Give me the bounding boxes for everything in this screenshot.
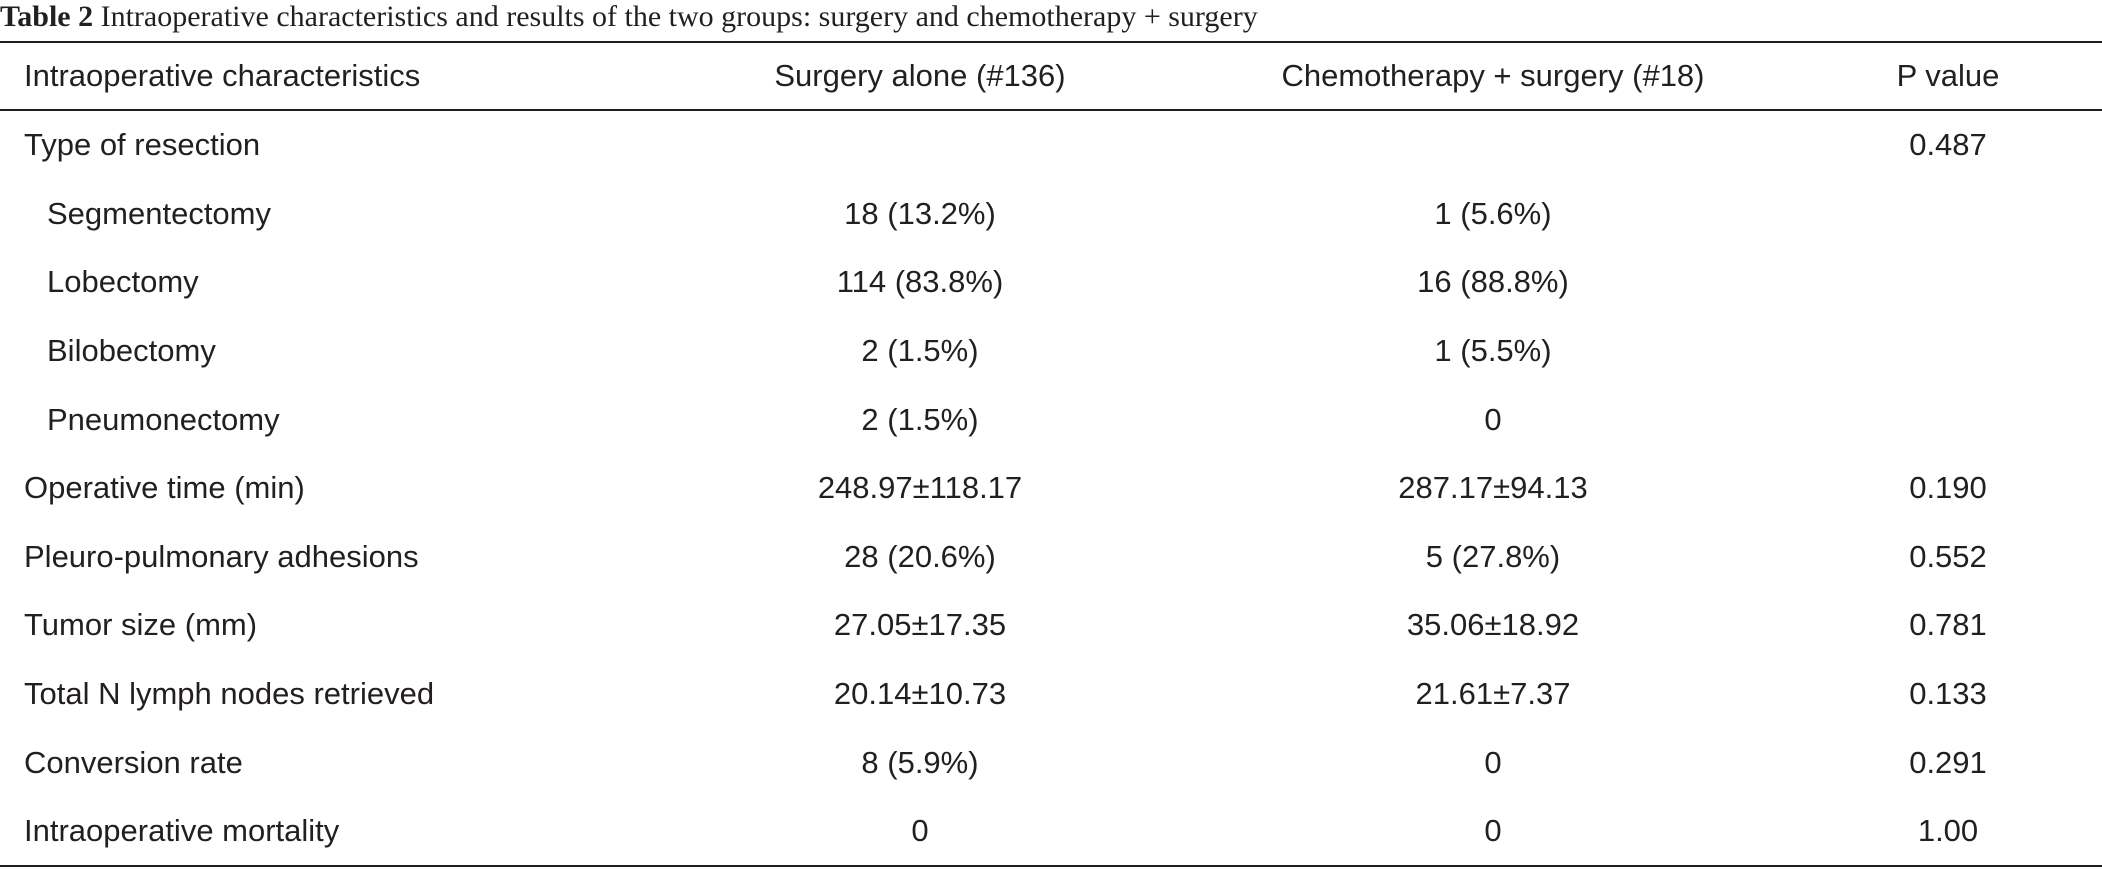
table-row: Type of resection 0.487 <box>0 111 2102 180</box>
p-value <box>1848 180 2048 249</box>
surgery-alone-value: 8 (5.9%) <box>861 744 979 780</box>
row-label: Pleuro-pulmonary adhesions <box>24 538 419 574</box>
chemo-surgery-value: 1 (5.5%) <box>1434 333 1552 369</box>
chemo-surgery-value: 21.61±7.37 <box>1415 676 1571 712</box>
chemo-surgery-value: 287.17±94.13 <box>1398 470 1588 506</box>
table-row: Pneumonectomy 2 (1.5%) 0 <box>0 385 2102 454</box>
p-value <box>1848 248 2048 317</box>
surgery-alone-value: 0 <box>911 813 929 849</box>
row-label: Lobectomy <box>47 264 199 300</box>
table-row: Tumor size (mm) 27.05±17.35 35.06±18.92 0.7… <box>0 591 2102 660</box>
table-row: Segmentectomy 18 (13.2%) 1 (5.6%) <box>0 180 2102 249</box>
surgery-alone-value: 114 (83.8%) <box>836 264 1004 300</box>
header-characteristics: Intraoperative characteristics <box>24 58 421 93</box>
table-row: Bilobectomy 2 (1.5%) 1 (5.5%) <box>0 317 2102 386</box>
surgery-alone-value: 27.05±17.35 <box>833 607 1007 643</box>
p-value <box>1848 317 2048 386</box>
surgery-alone-value: 28 (20.6%) <box>844 538 996 574</box>
surgery-alone-value: 2 (1.5%) <box>861 401 979 437</box>
row-label: Total N lymph nodes retrieved <box>24 676 435 712</box>
row-label: Bilobectomy <box>47 333 216 369</box>
surgery-alone-value: 248.97±118.17 <box>817 470 1023 506</box>
table-row: Lobectomy 114 (83.8%) 16 (88.8%) <box>0 248 2102 317</box>
table-body: Type of resection 0.487 Segmentectomy 18 (1… <box>0 111 2102 866</box>
table-header-row: Intraoperative characteristics Surgery a… <box>0 43 2102 109</box>
p-value: 0.291 <box>1909 744 1987 780</box>
table-caption-label: Table 2 <box>0 0 94 33</box>
table-row: Conversion rate 8 (5.9%) 0 0.291 <box>0 728 2102 797</box>
table-row: Pleuro-pulmonary adhesions 28 (20.6%) 5 (2… <box>0 523 2102 592</box>
table-header-rule <box>0 109 2102 111</box>
chemo-surgery-value <box>1238 111 1748 180</box>
surgery-alone-value: 18 (13.2%) <box>844 195 996 231</box>
p-value: 0.133 <box>1909 676 1987 712</box>
p-value: 0.190 <box>1909 470 1987 506</box>
row-label: Segmentectomy <box>47 195 271 231</box>
header-chemo-surgery: Chemotherapy + surgery (#18) <box>1281 58 1705 93</box>
table-row: Operative time (min) 248.97±118.17 287.17±… <box>0 454 2102 523</box>
row-label: Tumor size (mm) <box>24 607 258 643</box>
table-header: Intraoperative characteristics Surgery a… <box>0 43 2102 109</box>
row-label: Operative time (min) <box>24 470 305 506</box>
p-value <box>1848 385 2048 454</box>
table-caption-text: Intraoperative characteristics and resul… <box>100 0 1258 33</box>
chemo-surgery-value: 5 (27.8%) <box>1425 538 1561 574</box>
p-value: 1.00 <box>1917 813 1979 849</box>
p-value: 0.781 <box>1909 607 1987 643</box>
table-row: Intraoperative mortality 0 0 1.00 <box>0 797 2102 866</box>
row-label: Type of resection <box>24 127 261 163</box>
p-value: 0.487 <box>1909 127 1987 163</box>
header-surgery-alone: Surgery alone (#136) <box>774 58 1066 93</box>
table-bottom-rule <box>0 865 2102 867</box>
header-p-value: P value <box>1896 58 2000 93</box>
row-label: Pneumonectomy <box>47 401 280 437</box>
chemo-surgery-value: 0 <box>1484 744 1502 780</box>
surgery-alone-value: 2 (1.5%) <box>861 333 979 369</box>
chemo-surgery-value: 0 <box>1484 813 1502 849</box>
chemo-surgery-value: 16 (88.8%) <box>1417 264 1569 300</box>
chemo-surgery-value: 35.06±18.92 <box>1406 607 1580 643</box>
table-row: Total N lymph nodes retrieved 20.14±10.73… <box>0 660 2102 729</box>
p-value: 0.552 <box>1909 538 1987 574</box>
chemo-surgery-value: 0 <box>1484 401 1502 437</box>
row-label: Intraoperative mortality <box>24 813 340 849</box>
chemo-surgery-value: 1 (5.6%) <box>1434 195 1552 231</box>
table-caption: Table 2 Intraoperative characteristics a… <box>0 0 1258 40</box>
surgery-alone-value <box>700 111 1140 180</box>
row-label: Conversion rate <box>24 744 243 780</box>
surgery-alone-value: 20.14±10.73 <box>833 676 1007 712</box>
table-top-rule <box>0 41 2102 43</box>
